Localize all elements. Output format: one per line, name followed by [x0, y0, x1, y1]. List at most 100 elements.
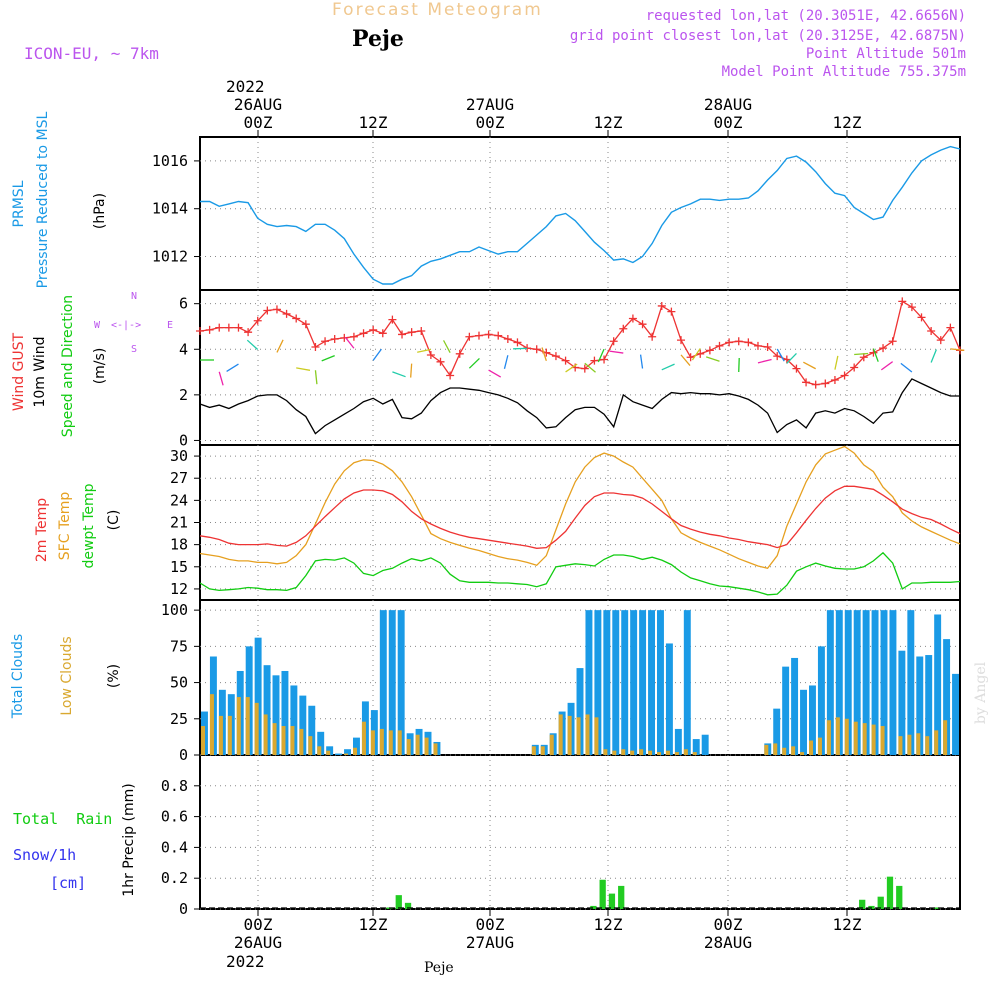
bottom-hour-label: 00Z [244, 915, 273, 934]
wind-arrow [950, 348, 965, 351]
total-cloud-bar [603, 610, 611, 755]
gust-marker [561, 356, 570, 365]
precip-bar [395, 895, 402, 909]
low-cloud-bar [880, 726, 885, 755]
low-cloud-bar [326, 750, 331, 755]
precip-bar [404, 902, 412, 909]
bottom-date-label: 27AUG [466, 933, 514, 952]
low-cloud-bar [674, 752, 679, 755]
panel-frame [199, 754, 961, 910]
wind-arrow [900, 362, 913, 373]
low-cloud-bar [630, 750, 635, 755]
gust-marker [840, 371, 849, 380]
wind-arrow [410, 363, 413, 378]
bottom-date-label: 28AUG [704, 933, 752, 952]
low-cloud-bar [549, 734, 554, 755]
low-cloud-bar [406, 739, 411, 755]
total-cloud-bar [800, 689, 807, 755]
gust-marker [513, 338, 522, 347]
low-cloud-bar [809, 740, 814, 755]
low-cloud-bar [576, 717, 581, 755]
total-cloud-bar [844, 610, 852, 755]
gust-marker [907, 303, 916, 312]
gust-marker [802, 378, 811, 387]
wind-arrow [584, 362, 596, 373]
low-cloud-bar [344, 753, 349, 755]
dewpt-label: dewpt Temp [81, 483, 97, 569]
low-cloud-bar [943, 720, 948, 755]
low-cloud-bar [844, 718, 849, 755]
precip-bar [896, 885, 903, 909]
model-altitude: Model Point Altitude 755.375m [721, 64, 966, 80]
pressure-line [200, 145, 961, 285]
wind-arrow [392, 371, 406, 378]
gust-marker [494, 331, 503, 340]
gust-marker [436, 357, 445, 366]
wind-ytick-label: 0 [179, 431, 188, 449]
top-date-label: 26AUG [234, 95, 282, 114]
low-cloud-bar [299, 728, 304, 755]
wind-arrow [296, 367, 311, 371]
top-date-label: 27AUG [466, 95, 514, 114]
total-cloud-bar [353, 737, 360, 755]
total-cloud-bar [397, 610, 405, 755]
wind-arrow [344, 336, 355, 349]
total-cloud-bar [907, 610, 915, 755]
low-cloud-bar [934, 730, 939, 755]
wind-unit: (m/s) [92, 347, 108, 385]
bottom-hour-label: 12Z [359, 915, 388, 934]
gust-label: Wind GUST [11, 332, 27, 412]
gust-marker [301, 320, 310, 329]
total-cloud-bar [648, 610, 655, 755]
precip-ytick-label: 0.8 [161, 777, 188, 795]
gridpoint-coords: grid point closest lon,lat (20.3125E, 42… [569, 28, 966, 44]
wind-arrow [314, 370, 318, 385]
gust-marker [580, 364, 589, 373]
low-cloud-bar [791, 746, 796, 755]
gust-marker [782, 355, 791, 364]
total-cloud-bar [344, 749, 351, 755]
wind-arrow [468, 357, 480, 369]
gust-marker [359, 329, 368, 338]
wind-arrow [442, 340, 451, 354]
gust-marker [282, 309, 291, 318]
gust-marker [744, 338, 753, 347]
rain-label: Total Rain [13, 810, 113, 828]
low-cloud-bar [558, 714, 563, 755]
location-title: Peje [352, 26, 404, 52]
low-cloud-bar [433, 743, 438, 755]
wind-arrow [705, 356, 720, 362]
wind-arrow [854, 352, 869, 356]
gust-marker [503, 335, 512, 344]
clouds-ytick-label: 25 [170, 710, 188, 728]
gust-marker [340, 333, 349, 342]
prmsl-label: PRMSL [11, 180, 27, 228]
gust-marker [609, 337, 618, 346]
total-cloud-bar [272, 675, 280, 755]
gust-marker [648, 332, 657, 341]
low-cloud-bar [424, 737, 429, 755]
total-cloud-bar [683, 610, 691, 755]
total-cloud-bar [254, 637, 262, 755]
dewpt-line [199, 551, 961, 596]
wind-arrow [691, 348, 701, 361]
chart-title: Forecast Meteogram [332, 0, 543, 20]
snow-unit: [cm] [50, 874, 87, 892]
total-cloud-bar [826, 610, 834, 755]
bottom-hour-label: 12Z [833, 915, 862, 934]
low-cloud-bar [201, 726, 206, 755]
panel-frame [199, 136, 961, 291]
gust-marker [763, 342, 772, 351]
total-cloud-bar [880, 610, 888, 755]
clouds-unit: (%) [106, 663, 122, 689]
total-cloud-bar [594, 610, 602, 755]
total-cloud-bar [639, 610, 647, 755]
gust-marker [330, 335, 339, 344]
gust-marker [196, 327, 204, 336]
wind-ytick-label: 4 [179, 340, 188, 358]
precip-unit: 1hr Precip (mm) [121, 783, 137, 897]
wind-arrow [786, 352, 797, 364]
total-cloud-bar [943, 639, 951, 755]
sfc-temp-label: SFC Temp [57, 491, 73, 561]
wind-arrow [776, 348, 785, 362]
